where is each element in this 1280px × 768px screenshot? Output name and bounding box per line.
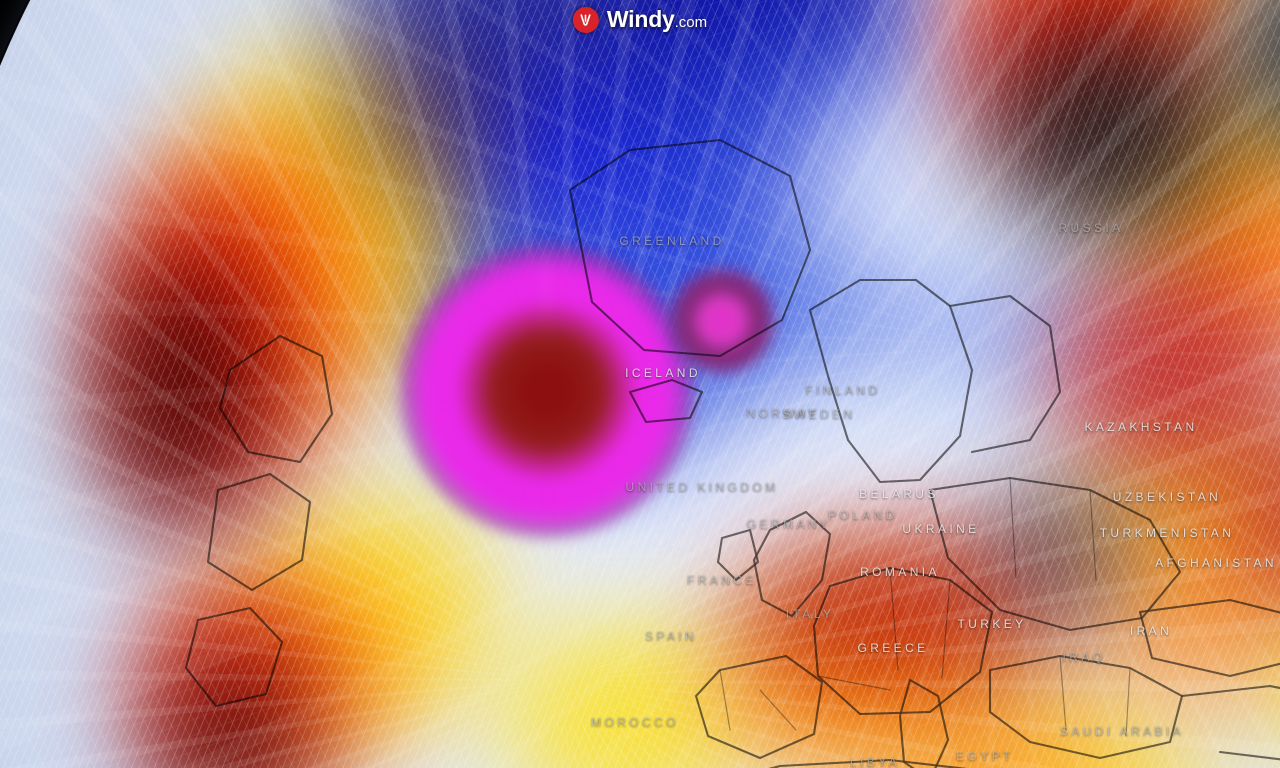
windy-wordmark: Windy .com: [607, 6, 707, 33]
brand-domain: .com: [674, 14, 708, 31]
windy-logo[interactable]: Windy .com: [567, 4, 713, 35]
brand-name: Windy: [606, 6, 675, 32]
windy-logo-icon: [572, 6, 599, 33]
